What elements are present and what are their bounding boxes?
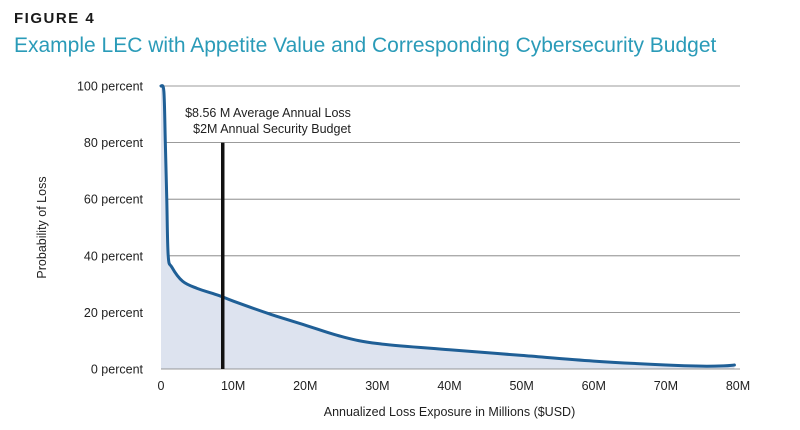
y-tick-label: 0 percent: [91, 363, 144, 377]
x-axis-ticks: 0 10M 20M 30M 40M 50M 60M 70M 80M: [158, 379, 751, 393]
x-tick-label: 80M: [726, 379, 750, 393]
y-tick-label: 60 percent: [84, 193, 144, 207]
x-axis-title: Annualized Loss Exposure in Millions ($U…: [324, 405, 576, 419]
annotation-security-budget: $2M Annual Security Budget: [193, 122, 351, 136]
grid-lines: [161, 85, 740, 313]
x-tick-label: 10M: [221, 379, 245, 393]
annotation-average-loss: $8.56 M Average Annual Loss: [185, 106, 351, 120]
x-tick-label: 20M: [293, 379, 317, 393]
y-tick-label: 20 percent: [84, 306, 144, 320]
y-tick-label: 80 percent: [84, 136, 144, 150]
x-tick-label: 40M: [437, 379, 461, 393]
loss-area-fill: [161, 85, 735, 369]
y-tick-label: 40 percent: [84, 249, 144, 263]
x-tick-label: 70M: [654, 379, 678, 393]
x-tick-label: 50M: [509, 379, 533, 393]
y-axis-ticks: 0 percent 20 percent 40 percent 60 percent 8…: [77, 80, 144, 377]
loss-exceedance-curve: [159, 84, 736, 368]
y-tick-label: 100 percent: [77, 80, 144, 94]
y-axis-title: Probability of Loss: [35, 176, 49, 278]
chart-title: Example LEC with Appetite Value and Corr…: [14, 34, 717, 57]
x-tick-label: 30M: [365, 379, 389, 393]
figure-label: FIGURE 4: [14, 10, 96, 27]
x-tick-label: 60M: [582, 379, 606, 393]
x-tick-label: 0: [158, 379, 165, 393]
